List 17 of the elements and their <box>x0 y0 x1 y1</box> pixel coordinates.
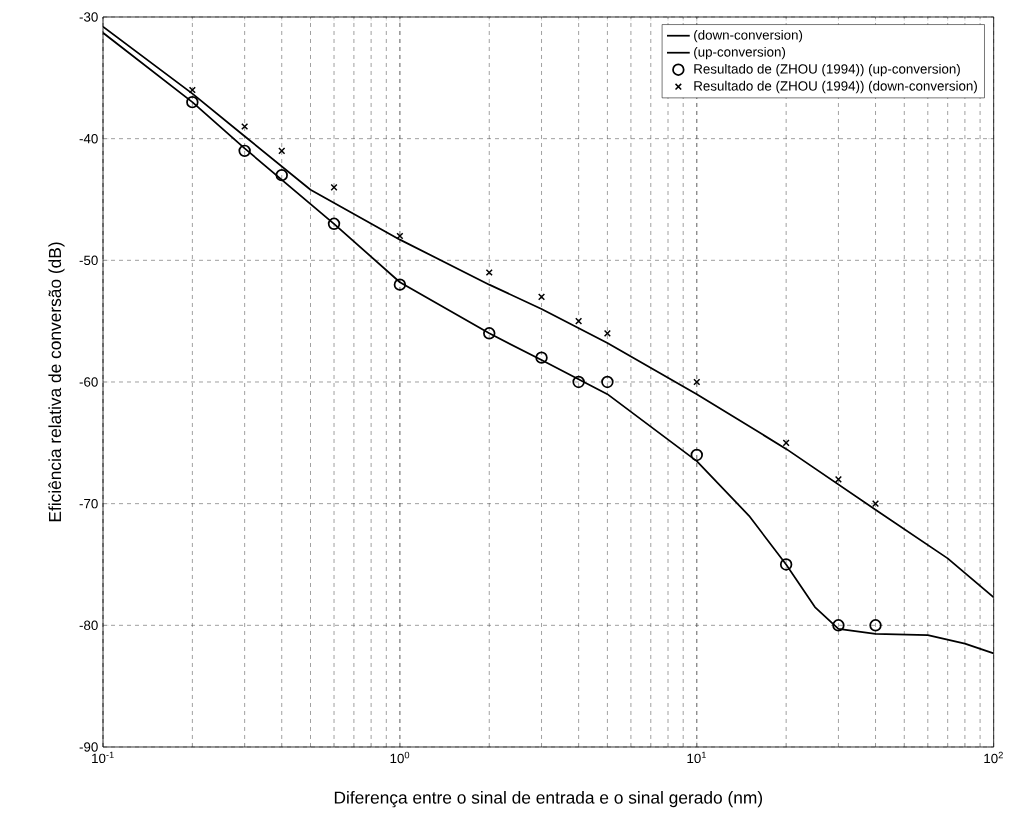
y-tick-label: -60 <box>79 377 98 387</box>
legend-label: (down-conversion) <box>694 29 803 43</box>
x-tick-label: 10$^{0}$ <box>390 751 410 764</box>
y-tick-label: -80 <box>79 620 98 631</box>
legend-label: Resultado de (ZHOU (1994)) (down-conversion) <box>694 80 977 94</box>
x-axis-title: Diferença entre o sinal de entrada e o sinal gerado (nm) <box>334 791 763 808</box>
y-tick-label: -40 <box>79 133 98 144</box>
y-tick-label: -30 <box>79 12 98 22</box>
y-tick-label: -70 <box>79 498 98 509</box>
y-axis-title: Eficiência relativa de conversão (dB) <box>48 242 65 522</box>
x-tick-label: 10$^{-1}$ <box>92 751 114 764</box>
y-tick-label: -50 <box>79 255 98 266</box>
legend-label: (up-conversion) <box>694 46 786 60</box>
x-tick-label: 10$^{2}$ <box>984 751 1003 764</box>
x-tick-label: 10$^{1}$ <box>687 751 706 764</box>
y-tick-label: -90 <box>79 742 98 752</box>
legend-label: Resultado de (ZHOU (1994)) (up-conversion) <box>694 63 960 77</box>
